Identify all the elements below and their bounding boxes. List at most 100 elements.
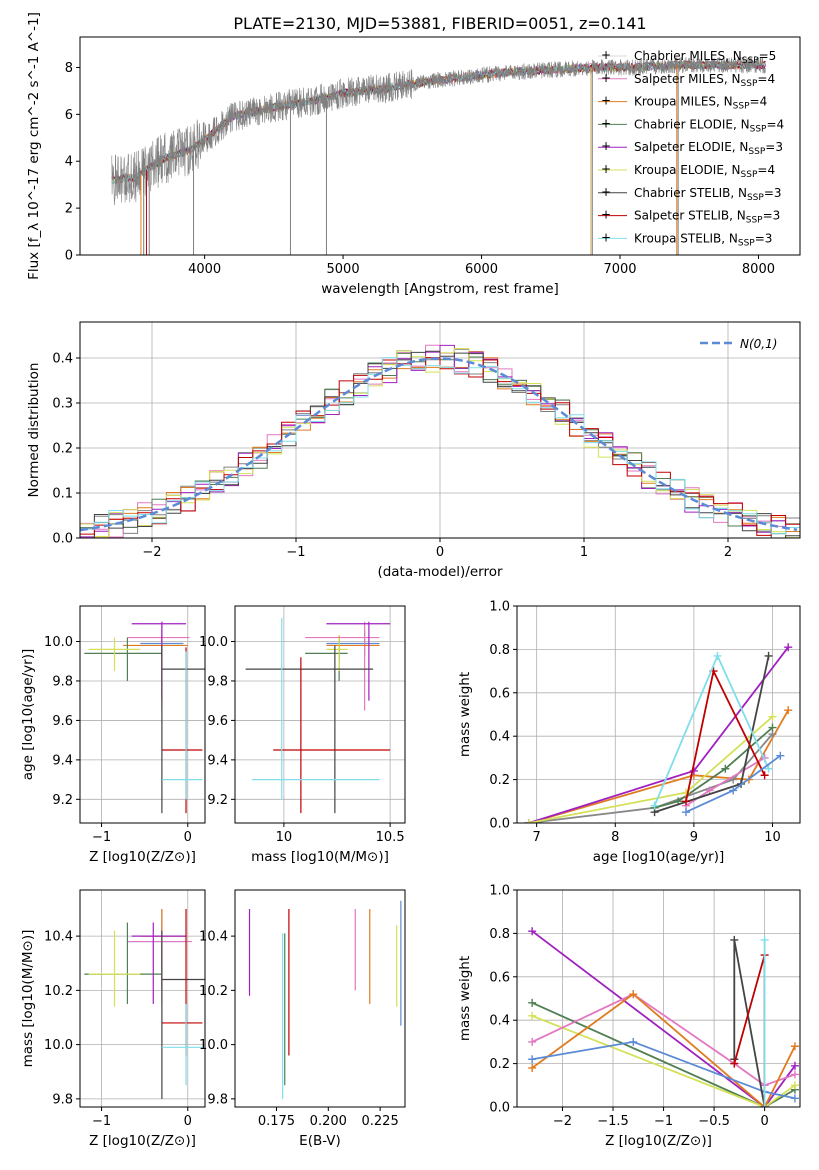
spectrum-legend: + Chabrier MILES, NSSP=5 + Salpeter MILES, … — [598, 48, 784, 248]
y-tick-label: 10.2 — [44, 984, 73, 999]
mass-weight-marker — [784, 643, 793, 652]
y-tick-label: 0.0 — [52, 532, 73, 547]
legend-marker: + — [601, 94, 611, 108]
plot-frame — [79, 36, 801, 256]
mass-weight-line — [531, 993, 796, 1107]
mass-weight-marker — [768, 712, 777, 721]
y-tick-label: 1.0 — [489, 600, 510, 615]
x-axis-label: (data-model)/error — [377, 564, 503, 580]
x-axis-label: Z [log10(Z/Z⊙)] — [605, 1133, 712, 1149]
legend-label: Salpeter ELODIE, NSSP=3 — [634, 140, 783, 157]
x-axis-label: wavelength [Angstrom, rest frame] — [321, 281, 559, 297]
y-axis-label: Normed distribution — [26, 363, 42, 498]
mass-weight-marker — [528, 1037, 537, 1046]
y-tick-label: 0.0 — [489, 1101, 510, 1116]
y-axis-label: mass [log10(M/M⊙)] — [20, 930, 36, 1068]
mass-weight-line — [532, 1040, 796, 1100]
age_vs_Z-axes — [80, 606, 205, 823]
mass-weight-marker — [790, 1070, 799, 1079]
x-tick-label: −1 — [92, 830, 111, 845]
mass-weight-marker — [721, 764, 730, 773]
x-tick-label: 7 — [533, 830, 541, 845]
mass-weight-marker — [790, 1061, 799, 1070]
figure-title: PLATE=2130, MJD=53881, FIBERID=0051, z=0… — [233, 14, 646, 33]
x-tick-label: 5000 — [327, 262, 360, 277]
x-axis-label: age [log10(age/yr)] — [593, 849, 725, 865]
mass-weight-marker — [629, 1037, 638, 1046]
mass-weight-line — [528, 709, 789, 823]
x-tick-label: 1 — [580, 545, 588, 560]
residual-legend: N(0,1) — [700, 337, 777, 351]
y-tick-label: 9.8 — [207, 674, 228, 689]
y-tick-label: 0.0 — [489, 817, 510, 832]
x-tick-label: −1 — [92, 1114, 111, 1129]
plot-frame — [234, 605, 406, 824]
mass-weight-marker — [524, 819, 533, 823]
mass-weight-line — [528, 733, 774, 823]
y-tick-label: 10.2 — [199, 984, 228, 999]
y-tick-label: 0.4 — [489, 1014, 510, 1029]
y-tick-label: 8 — [65, 61, 73, 76]
mass-weight-marker — [528, 927, 537, 936]
x-tick-label: −0.5 — [698, 1114, 730, 1129]
legend-label: Kroupa STELIB, NSSP=3 — [634, 231, 772, 248]
y-tick-label: 0.6 — [489, 970, 510, 985]
mass-weight-marker — [682, 797, 691, 806]
y-tick-label: 0 — [65, 249, 73, 264]
x-tick-label: 8 — [611, 830, 619, 845]
mw_vs_Z-axes — [517, 889, 800, 1108]
y-axis-label: Flux [f_λ 10^-17 erg cm^-2 s^-1 A^-1] — [26, 12, 42, 280]
mass-weight-marker — [528, 998, 537, 1007]
y-tick-label: 10.4 — [199, 930, 228, 945]
mass-weight-marker — [790, 1042, 799, 1051]
y-tick-label: 0.2 — [52, 442, 73, 457]
mass-weight-marker — [776, 751, 785, 760]
x-tick-label: 0 — [184, 830, 192, 845]
age_vs_mass-frame: 10 10.5 9.2 9.4 9.6 9.8 10.0 mass [log10(M/M⊙)] — [199, 605, 406, 865]
mass-weight-marker — [790, 1081, 799, 1090]
mw_vs_Z-plot — [528, 927, 799, 1107]
mass-weight-marker — [760, 1103, 769, 1107]
x-tick-label: 10.5 — [376, 830, 405, 845]
age_vs_Z-plot — [84, 621, 205, 814]
mass-weight-marker — [784, 706, 793, 715]
mass-weight-marker — [650, 801, 659, 810]
mw_vs_Z-frame: −2 −1.5 −1 −0.5 0 0.0 0.2 0.4 0.6 0.8 1.0 Z [log10(… — [457, 884, 801, 1149]
x-tick-label: 0.175 — [258, 1114, 295, 1129]
x-tick-label: 0.200 — [310, 1114, 347, 1129]
x-tick-label: 4000 — [188, 262, 221, 277]
mass-weight-marker — [760, 935, 769, 944]
y-tick-label: 0.6 — [489, 686, 510, 701]
spectrum-plot — [111, 56, 766, 255]
x-tick-label: 8000 — [742, 262, 775, 277]
residuals-frame: −2 −1 0 1 2 0.0 0.1 0.2 0.3 0.4 (data-model)/error… — [26, 321, 801, 580]
y-tick-label: 0.1 — [52, 487, 73, 502]
mass-weight-marker — [528, 1055, 537, 1064]
mass-weight-line — [528, 716, 774, 823]
normal-reference-curve — [80, 357, 798, 532]
x-tick-label: 9 — [690, 830, 698, 845]
y-tick-label: 0.2 — [489, 1057, 510, 1072]
y-tick-label: 0.2 — [489, 773, 510, 788]
y-tick-label: 9.6 — [52, 714, 73, 729]
y-tick-label: 0.4 — [52, 352, 73, 367]
mass_vs_Z-frame: −1 0 9.8 10.0 10.2 10.4 Z [log10(Z/Z⊙)] mass [l… — [20, 889, 206, 1149]
y-tick-label: 1.0 — [489, 884, 510, 899]
mass_vs_Z-plot — [84, 908, 205, 1099]
x-tick-label: 0.225 — [362, 1114, 399, 1129]
x-tick-label: 10 — [276, 830, 293, 845]
x-tick-label: 6000 — [465, 262, 498, 277]
legend-marker: + — [601, 185, 611, 199]
mass-weight-marker — [730, 1059, 739, 1068]
legend-label: N(0,1) — [740, 337, 777, 351]
mass_vs_ebv-plot — [248, 900, 402, 1099]
y-tick-label: 9.2 — [207, 793, 228, 808]
mass-weight-marker — [705, 786, 714, 795]
legend-label: Salpeter MILES, NSSP=4 — [634, 72, 775, 89]
y-tick-label: 9.4 — [207, 753, 228, 768]
mass-weight-marker — [528, 1063, 537, 1072]
y-tick-label: 0.8 — [489, 643, 510, 658]
legend-marker: + — [601, 71, 611, 85]
y-tick-label: 9.8 — [52, 1092, 73, 1107]
